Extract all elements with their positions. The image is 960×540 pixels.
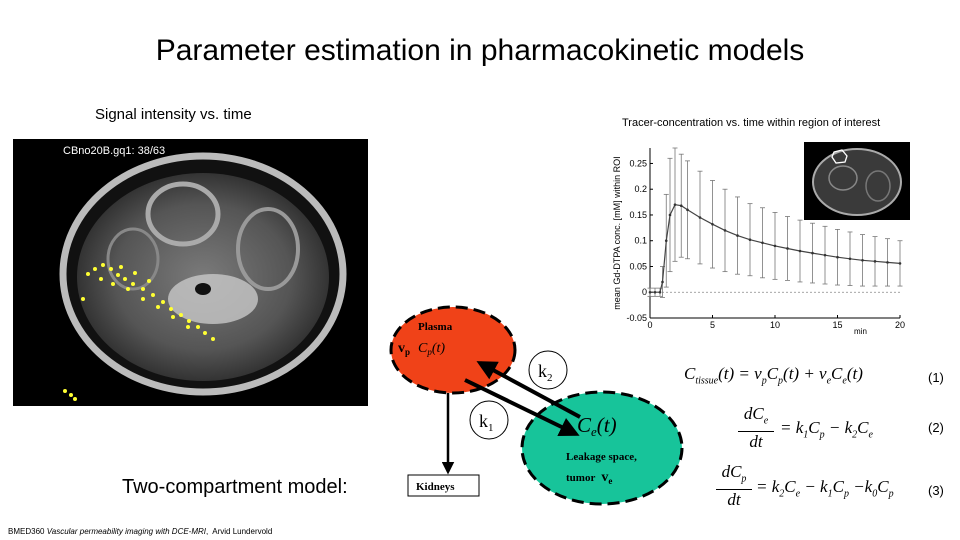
chart-point	[679, 204, 683, 207]
chart-y-tick-label: 0	[642, 287, 647, 297]
chart-x-tick-label: 20	[895, 320, 905, 330]
footer-course: BMED360	[8, 527, 45, 536]
chart-y-tick-label: 0.15	[629, 210, 647, 220]
chart-point	[723, 229, 727, 232]
roi-outline	[831, 149, 848, 164]
chart-point	[898, 262, 902, 265]
chart-point	[886, 261, 889, 264]
chart-y-tick-label: 0.1	[634, 236, 647, 246]
mri-image: CBno20B.gq1: 38/63	[13, 139, 368, 406]
kidneys-box	[407, 474, 480, 497]
svg-text:vpCp(t): vp Cp(t)	[398, 341, 445, 357]
chart-point	[836, 255, 839, 259]
chart-point	[673, 203, 677, 206]
chart-ylabel: mean Gd-DTPA conc. [mM] within ROI	[612, 156, 622, 309]
compartment-diagram: Plasma vp Cp(t) Ce(t) Leakage space, tumo…	[389, 305, 684, 506]
chart-point	[786, 247, 789, 250]
chart-point	[823, 253, 827, 257]
chart-point	[748, 238, 752, 241]
two-compartment-label: Two-compartment model:	[122, 476, 348, 498]
chart-point	[698, 216, 702, 219]
roi-points	[63, 263, 215, 401]
chart-point	[653, 290, 657, 294]
chart-point	[658, 290, 662, 294]
svg-text:Ce(t): Ce(t)	[577, 413, 617, 439]
chart-point	[773, 244, 777, 248]
mri-caption: CBno20B.gq1: 38/63	[63, 145, 165, 157]
chart-x-tick-label: 15	[832, 320, 842, 330]
equation-3-rhs: = k2Ce − k1Cp −k0Cp	[756, 477, 894, 500]
equation-2-fraction: dCe dt	[738, 404, 774, 452]
chart-point	[873, 260, 877, 263]
chart-y-tick-label: 0.05	[629, 261, 647, 271]
equation-3-fraction: dCp dt	[716, 462, 752, 510]
chart-point	[736, 234, 739, 237]
chart-xlabel: min	[854, 327, 867, 336]
equation-1: Ctissue(t) = vpCp(t) + veCe(t)	[684, 364, 863, 387]
chart-point	[664, 239, 668, 243]
leak-line1: Leakage space,	[566, 451, 637, 463]
chart-series-line	[650, 204, 901, 293]
svg-text:k1: k1	[479, 411, 494, 434]
k1-label: k	[479, 411, 488, 431]
chart-point	[861, 259, 864, 262]
svg-text:k2: k2	[538, 361, 553, 384]
chart-point	[686, 208, 689, 212]
footer-author: Arvid Lundervold	[212, 527, 273, 536]
chart-point	[668, 213, 672, 217]
k1-arrow	[464, 378, 580, 436]
chart-point	[648, 290, 652, 294]
chart-point	[811, 251, 814, 255]
leakage-compartment	[520, 390, 684, 506]
chart-point	[848, 257, 852, 261]
equation-1-number: (1)	[928, 370, 944, 385]
k2-label: k	[538, 361, 547, 381]
chart-point	[661, 280, 664, 284]
k2-arrow	[476, 361, 581, 419]
equation-2-rhs: = k1Cp − k2Ce	[780, 418, 873, 441]
footer-title: Vascular permeability imaging with DCE-M…	[46, 527, 207, 536]
chart-y-tick-label: 0.2	[634, 184, 647, 194]
leak-ce: C	[577, 413, 592, 437]
plasma-vp: v	[398, 341, 405, 356]
footer: BMED360 Vascular permeability imaging wi…	[8, 527, 273, 536]
chart-points	[648, 203, 902, 294]
equation-3-number: (3)	[928, 483, 944, 498]
kidneys-label: Kidneys	[416, 481, 455, 493]
chart-point	[798, 249, 802, 253]
chart-x-tick-label: 10	[770, 320, 780, 330]
k2-circle	[528, 350, 568, 390]
roi-thumbnail	[804, 142, 910, 220]
signal-intensity-label: Signal intensity vs. time	[95, 106, 252, 123]
chart-y-tick-label: -0.05	[626, 313, 647, 323]
chart-point	[711, 222, 714, 226]
equation-2-number: (2)	[928, 420, 944, 435]
chart-point	[761, 241, 764, 245]
plasma-label: Plasma	[418, 321, 453, 333]
chart-x-tick-label: 0	[647, 320, 652, 330]
chart-y-tick-label: 0.25	[629, 158, 647, 168]
tracer-concentration-label: Tracer-concentration vs. time within reg…	[622, 117, 881, 129]
leak-line2: tumor	[566, 472, 595, 484]
slide-title: Parameter estimation in pharmacokinetic …	[155, 34, 805, 67]
k1-circle	[469, 400, 509, 440]
chart-x-tick-label: 5	[710, 320, 715, 330]
